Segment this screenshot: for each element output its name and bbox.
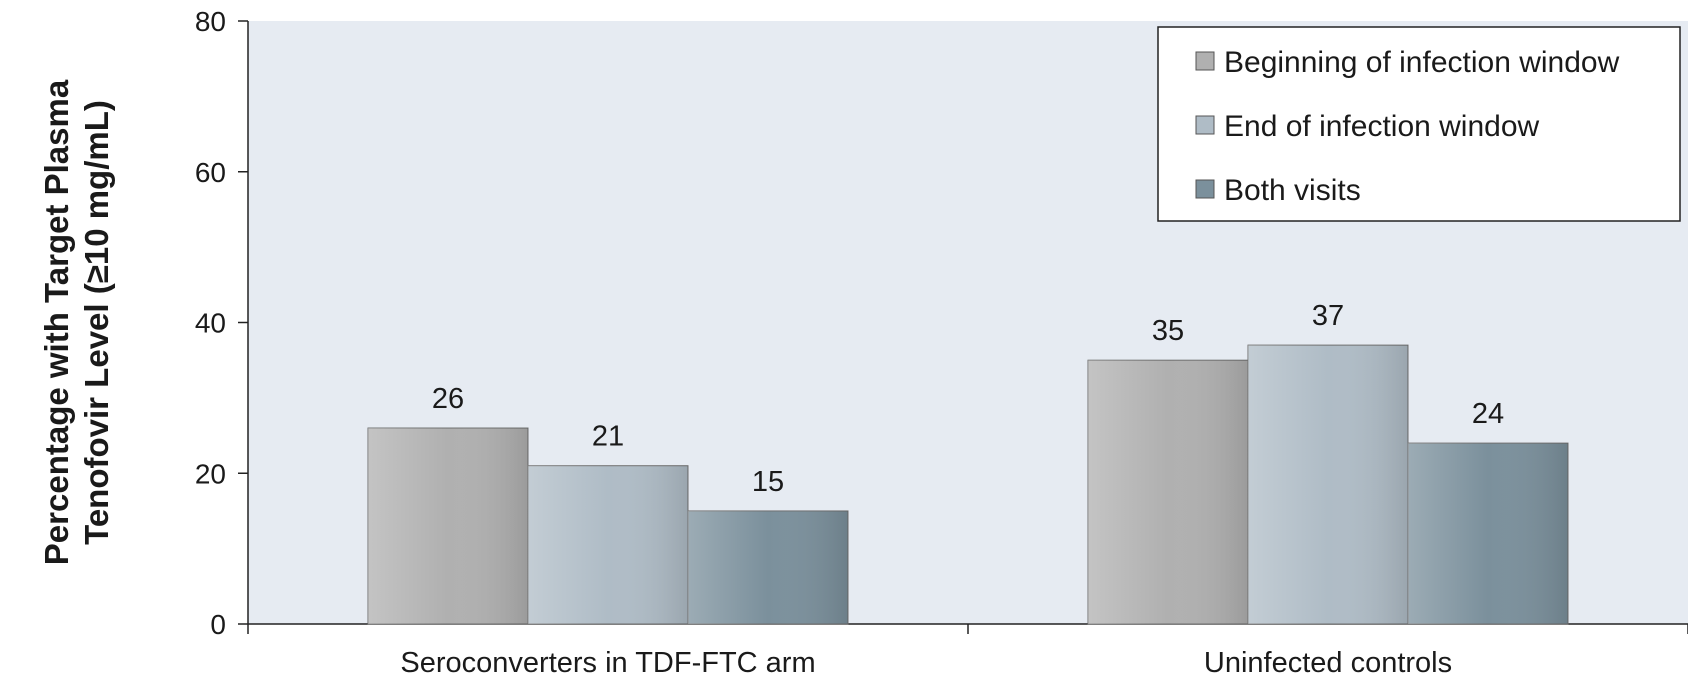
y-tick-label: 80: [195, 6, 226, 37]
bar-shading: [1248, 345, 1408, 624]
legend-swatch: [1195, 179, 1215, 199]
bar-shading: [688, 510, 848, 624]
data-label: 24: [1472, 398, 1504, 430]
data-label: 21: [592, 421, 624, 453]
y-axis-title: Percentage with Target Plasma Tenofovir L…: [38, 79, 115, 565]
bar-shading: [528, 465, 688, 624]
data-label: 15: [752, 466, 784, 498]
legend-label: Both visits: [1224, 174, 1361, 207]
x-axis: Seroconverters in TDF-FTC arm Uninfected …: [247, 623, 1688, 679]
y-axis: 0 20 40 60 80: [195, 6, 249, 640]
y-axis-title-line: Tenofovir Level (≥10 mg/mL): [78, 100, 115, 545]
y-tick-label: 0: [210, 609, 226, 640]
y-axis-title-line: Percentage with Target Plasma: [38, 79, 75, 565]
legend-box: [1157, 26, 1681, 222]
legend: Beginning of infection window End of infe…: [1157, 26, 1681, 222]
data-label: 37: [1312, 300, 1344, 332]
bars: [367, 344, 1569, 625]
data-label: 35: [1152, 315, 1184, 347]
bar-shading: [1088, 360, 1248, 624]
y-tick-label: 40: [195, 308, 226, 339]
legend-swatch: [1195, 115, 1215, 135]
y-tick-label: 20: [195, 458, 226, 489]
legend-label: Beginning of infection window: [1224, 46, 1620, 79]
legend-label: End of infection window: [1224, 110, 1540, 143]
data-label: 26: [432, 383, 464, 415]
bar-shading: [1408, 443, 1568, 624]
x-category-label: Seroconverters in TDF-FTC arm: [400, 647, 815, 679]
bar-shading: [368, 428, 528, 624]
y-tick-label: 60: [195, 157, 226, 188]
legend-swatch: [1195, 51, 1215, 71]
data-labels: 26 21 15 35 37 24: [432, 300, 1504, 498]
x-category-label: Uninfected controls: [1204, 647, 1452, 679]
